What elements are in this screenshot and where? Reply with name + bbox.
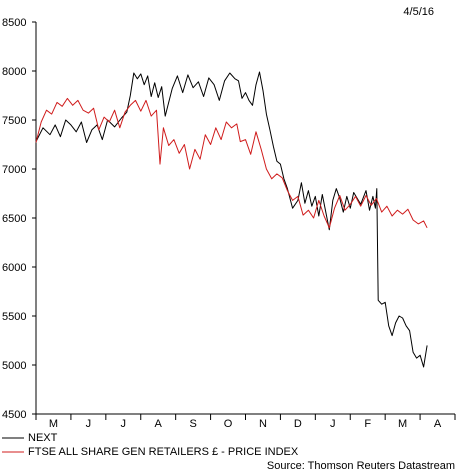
- x-tick-label: A: [434, 418, 442, 430]
- x-tick-label: D: [294, 418, 302, 430]
- y-tick-label: 6500: [2, 213, 26, 225]
- x-tick-label: J: [330, 418, 336, 430]
- series-lines: [35, 71, 428, 368]
- chart-date: 4/5/16: [403, 6, 434, 18]
- y-tick-label: 4500: [2, 409, 26, 421]
- series-line-next: [35, 71, 428, 368]
- x-tick-label: N: [259, 418, 267, 430]
- x-tick-label: A: [155, 418, 163, 430]
- legend: NEXT FTSE ALL SHARE GEN RETAILERS £ - PR…: [2, 432, 299, 458]
- x-tick-label: M: [398, 418, 407, 430]
- y-tick-label: 8000: [2, 66, 26, 78]
- y-axis-ticks: 4500 5000 5500 6000 6500 7000 7500 8000 8500: [2, 17, 36, 421]
- x-tick-label: J: [86, 418, 92, 430]
- series-line-ftse-gen-retailers: [35, 97, 428, 229]
- y-tick-label: 5000: [2, 360, 26, 372]
- y-tick-label: 5500: [2, 311, 26, 323]
- x-tick-label: S: [189, 418, 196, 430]
- x-tick-label: F: [364, 418, 371, 430]
- y-tick-label: 7000: [2, 164, 26, 176]
- legend-label-ftse: FTSE ALL SHARE GEN RETAILERS £ - PRICE I…: [28, 446, 299, 458]
- y-tick-label: 6000: [2, 262, 26, 274]
- source-note: Source: Thomson Reuters Datastream: [267, 460, 455, 472]
- x-tick-label: O: [224, 418, 233, 430]
- y-tick-label: 8500: [2, 17, 26, 29]
- y-tick-label: 7500: [2, 115, 26, 127]
- legend-label-next: NEXT: [28, 432, 58, 444]
- x-tick-label: J: [121, 418, 127, 430]
- x-tick-label: M: [49, 418, 58, 430]
